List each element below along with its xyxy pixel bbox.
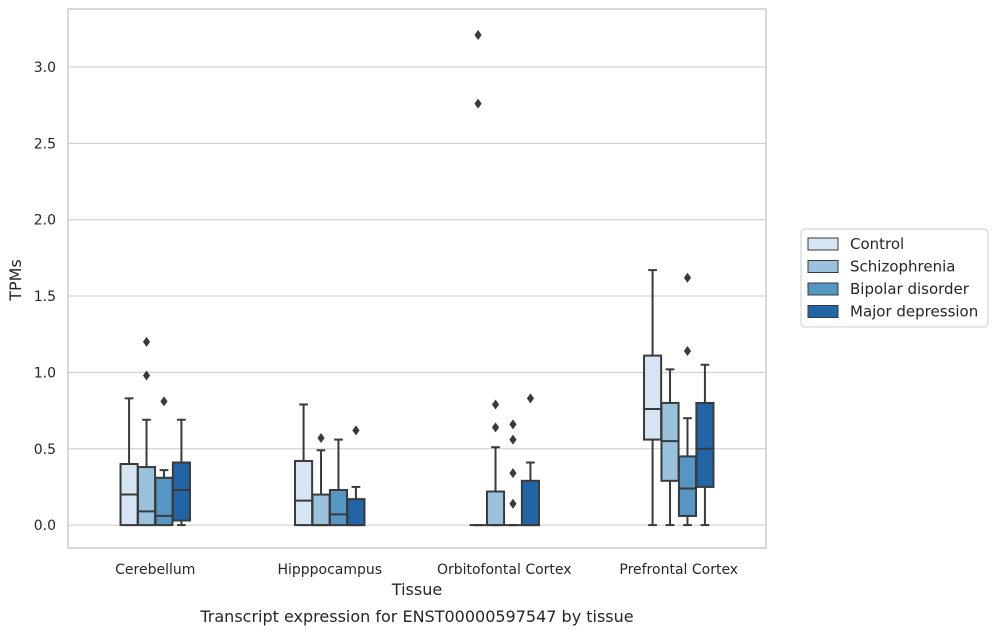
y-tick-label: 0.0	[34, 518, 56, 534]
y-tick-label: 2.0	[34, 213, 56, 229]
legend-swatch	[807, 282, 839, 296]
box-group	[520, 393, 540, 527]
grid-lines	[68, 66, 766, 526]
outlier-point	[491, 422, 500, 433]
box-group	[677, 272, 698, 527]
outlier-point	[526, 393, 535, 404]
outlier-point	[509, 498, 517, 509]
outlier-point	[142, 370, 151, 381]
outlier-point	[509, 434, 517, 445]
y-tick-label: 1.0	[34, 365, 56, 381]
legend: Control Schizophrenia Bipolar disorder Majo…	[800, 228, 989, 328]
box	[171, 461, 191, 522]
outlier-point	[317, 433, 325, 444]
x-axis-ticks: Cerebellum Hipppocampus Orbitofontal Corte…	[115, 562, 738, 578]
box-group	[328, 438, 349, 527]
legend-label: Major depression	[850, 303, 978, 321]
x-axis-title: Tissue	[391, 580, 442, 599]
box-group	[171, 418, 191, 527]
box	[154, 476, 174, 527]
legend-swatch	[807, 305, 839, 318]
y-tick-label: 2.5	[34, 136, 56, 152]
plot-border	[67, 8, 767, 549]
box	[485, 490, 506, 527]
outlier-point	[160, 396, 168, 407]
outlier-point	[683, 272, 692, 283]
box	[311, 493, 331, 527]
box	[677, 455, 698, 517]
y-axis-title: TPMs	[6, 259, 25, 302]
box-group	[346, 425, 366, 527]
box	[695, 401, 715, 488]
box-group	[136, 336, 157, 527]
box-group	[469, 29, 487, 527]
box-group	[485, 399, 506, 527]
x-tick-label: Prefrontal Cortex	[619, 562, 738, 578]
box	[520, 479, 540, 527]
x-tick-label: Cerebellum	[115, 562, 195, 578]
box-group	[311, 433, 331, 527]
outlier-point	[509, 419, 517, 430]
x-tick-label: Hipppocampus	[277, 562, 382, 578]
box	[294, 459, 314, 527]
legend-label: Control	[850, 235, 904, 253]
box-group	[154, 396, 174, 527]
outlier-point	[491, 399, 500, 410]
box	[346, 498, 366, 527]
box	[328, 488, 349, 527]
y-tick-label: 1.5	[34, 289, 56, 305]
y-tick-label: 0.5	[34, 442, 56, 458]
outlier-point	[352, 425, 360, 436]
outlier-point	[683, 346, 692, 357]
legend-swatch	[807, 237, 839, 251]
outlier-point	[509, 468, 517, 479]
box	[643, 354, 663, 441]
box-group	[660, 368, 680, 527]
legend-label: Schizophrenia	[850, 258, 955, 276]
x-tick-label: Orbitofontal Cortex	[437, 562, 572, 578]
plot-frame	[67, 8, 767, 549]
chart-caption: Transcript expression for ENST0000059754…	[199, 607, 633, 626]
box-group	[504, 419, 522, 527]
box-group	[643, 269, 663, 527]
box-group	[695, 363, 715, 527]
legend-frame	[800, 228, 989, 328]
legend-label: Bipolar disorder	[850, 280, 970, 298]
box-group	[119, 397, 139, 527]
y-axis-ticks: 0.0 0.5 1.0 1.5 2.0 2.5 3.0	[34, 60, 56, 534]
y-tick-label: 3.0	[34, 60, 56, 76]
box-group	[294, 403, 314, 527]
outlier-point	[474, 98, 482, 109]
outlier-point	[474, 29, 482, 40]
legend-swatch	[807, 260, 839, 273]
outlier-point	[142, 336, 151, 347]
box	[136, 466, 157, 527]
box-series	[119, 29, 715, 527]
